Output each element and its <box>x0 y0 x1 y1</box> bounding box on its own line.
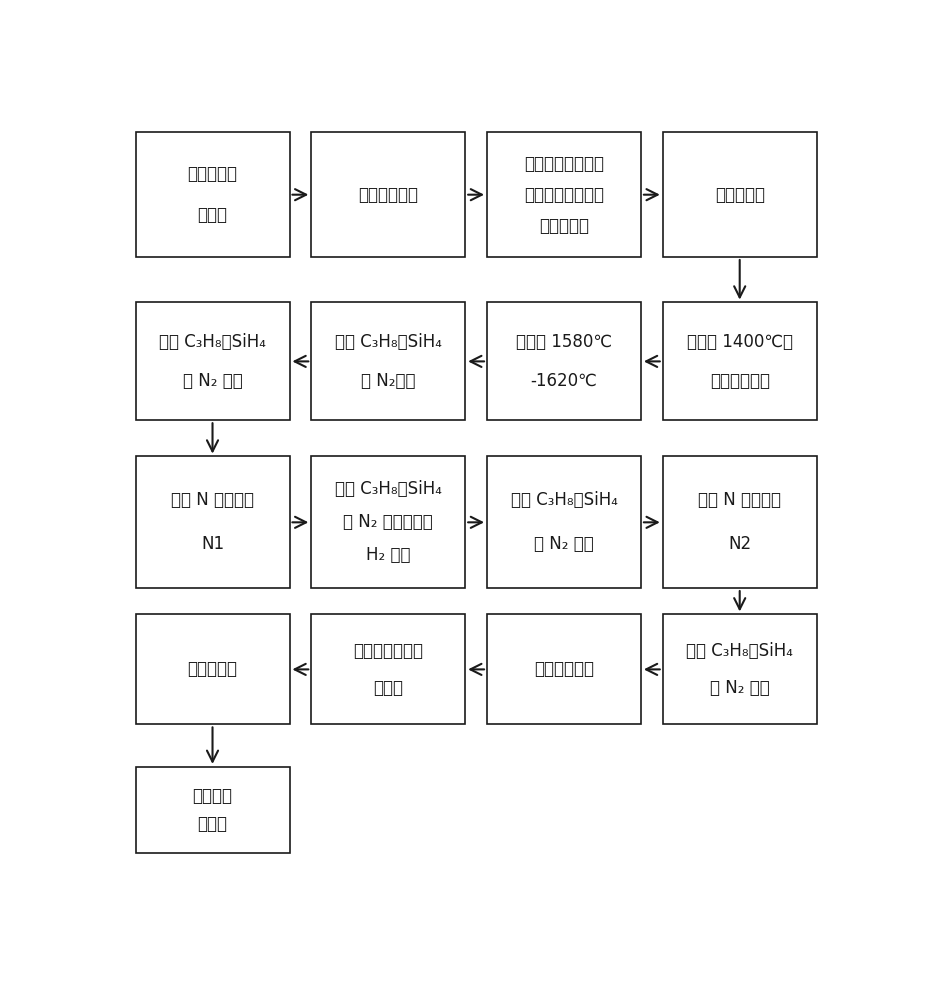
Text: 反应室抽真空: 反应室抽真空 <box>358 186 418 204</box>
Text: 设置 C₃H₈、SiH₄: 设置 C₃H₈、SiH₄ <box>334 333 441 351</box>
Text: 应室气压，向反应: 应室气压，向反应 <box>523 186 603 204</box>
Bar <box>662 132 816 257</box>
Text: 反应室: 反应室 <box>198 206 227 224</box>
Bar <box>486 456 640 588</box>
Bar <box>662 456 816 588</box>
Bar <box>486 614 640 724</box>
Text: 关闭氢气开关，: 关闭氢气开关， <box>353 642 423 660</box>
Text: N2: N2 <box>728 535 751 553</box>
Bar <box>135 302 290 420</box>
Text: 和 N₂ 开关: 和 N₂ 开关 <box>534 535 593 553</box>
Text: 和 N₂ 开关: 和 N₂ 开关 <box>709 679 768 697</box>
Text: 关闭 C₃H₈、SiH₄: 关闭 C₃H₈、SiH₄ <box>334 480 441 498</box>
Text: 加热反应室: 加热反应室 <box>714 186 764 204</box>
Text: 设置氢气流量和反: 设置氢气流量和反 <box>523 155 603 173</box>
Text: 氢气流中冷却: 氢气流中冷却 <box>534 660 593 678</box>
Text: 打开 C₃H₈、SiH₄: 打开 C₃H₈、SiH₄ <box>159 333 265 351</box>
Text: 充入氦气: 充入氦气 <box>192 787 232 805</box>
Text: N1: N1 <box>200 535 224 553</box>
Bar <box>135 767 290 853</box>
Text: 打开 C₃H₈、SiH₄: 打开 C₃H₈、SiH₄ <box>510 491 617 509</box>
Text: 抽真空: 抽真空 <box>373 679 403 697</box>
Text: 进行原位刻蚀: 进行原位刻蚀 <box>709 372 769 390</box>
Bar <box>662 302 816 420</box>
Text: 生长 N 型外延层: 生长 N 型外延层 <box>698 491 780 509</box>
Bar <box>311 132 465 257</box>
Text: 衬底片放入: 衬底片放入 <box>187 165 238 183</box>
Text: 通氦气冷却: 通氦气冷却 <box>187 660 238 678</box>
Bar <box>311 456 465 588</box>
Text: 和 N₂ 开关: 和 N₂ 开关 <box>183 372 242 390</box>
Text: -1620℃: -1620℃ <box>530 372 597 390</box>
Bar <box>135 132 290 257</box>
Text: 室通入氢气: 室通入氢气 <box>538 217 588 235</box>
Text: 升温至 1400℃，: 升温至 1400℃， <box>686 333 792 351</box>
Text: 和 N₂流量: 和 N₂流量 <box>361 372 415 390</box>
Text: 和 N₂ 开关，调节: 和 N₂ 开关，调节 <box>343 513 432 531</box>
Text: 升温至 1580℃: 升温至 1580℃ <box>515 333 612 351</box>
Text: 关闭 C₃H₈、SiH₄: 关闭 C₃H₈、SiH₄ <box>686 642 793 660</box>
Bar <box>135 614 290 724</box>
Text: 生长 N 型外延层: 生长 N 型外延层 <box>171 491 253 509</box>
Bar <box>486 132 640 257</box>
Bar <box>662 614 816 724</box>
Bar <box>311 302 465 420</box>
Bar <box>311 614 465 724</box>
Bar <box>486 302 640 420</box>
Text: 至常压: 至常压 <box>198 815 227 833</box>
Text: H₂ 流量: H₂ 流量 <box>366 546 410 564</box>
Bar <box>135 456 290 588</box>
